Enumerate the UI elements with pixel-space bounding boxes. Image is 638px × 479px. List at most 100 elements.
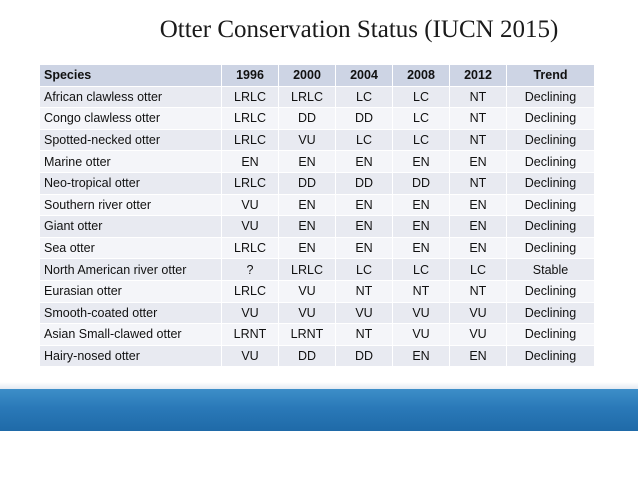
cell-species: Giant otter [40, 216, 222, 238]
cell-species: Neo-tropical otter [40, 172, 222, 195]
column-header-2012: 2012 [450, 65, 507, 87]
cell-2012: EN [450, 194, 507, 217]
cell-species: Marine otter [40, 151, 222, 173]
cell-2000: VU [279, 280, 336, 303]
cell-trend: Declining [507, 302, 595, 325]
cell-2008: NT [393, 280, 450, 303]
cell-2012: EN [450, 216, 507, 238]
cell-2000: VU [279, 302, 336, 325]
cell-species: Spotted-necked otter [40, 129, 222, 152]
cell-2004: EN [336, 151, 393, 173]
cell-trend: Declining [507, 151, 595, 173]
cell-2004: DD [336, 108, 393, 130]
cell-2000: DD [279, 345, 336, 368]
table-row: Sea otter LRLC EN EN EN EN Declining [40, 237, 595, 260]
cell-2000: LRLC [279, 259, 336, 281]
cell-species: Congo clawless otter [40, 108, 222, 130]
cell-2000: LRNT [279, 324, 336, 346]
cell-2004: EN [336, 237, 393, 260]
cell-trend: Declining [507, 108, 595, 130]
cell-2008: EN [393, 237, 450, 260]
table-row: North American river otter? LRLC LC LC LC Sta… [40, 259, 595, 281]
cell-trend: Declining [507, 216, 595, 238]
table-row: Asian Small-clawed otter LRNT LRNT NT VU VU De… [40, 324, 595, 346]
cell-2012: NT [450, 129, 507, 152]
cell-1996: VU [222, 302, 279, 325]
cell-trend: Declining [507, 172, 595, 195]
cell-species: Sea otter [40, 237, 222, 260]
cell-2004: LC [336, 259, 393, 281]
cell-trend: Declining [507, 324, 595, 346]
cell-2008: LC [393, 86, 450, 109]
cell-species: Hairy-nosed otter [40, 345, 222, 368]
cell-2004: DD [336, 172, 393, 195]
cell-1996: VU [222, 345, 279, 368]
page-title: Otter Conservation Status (IUCN 2015) [159, 16, 559, 43]
cell-species: Smooth-coated otter [40, 302, 222, 325]
cell-2004: DD [336, 345, 393, 368]
table-row: Spotted-necked otter LRLC VU LC LC NT Declinin… [40, 129, 595, 152]
column-header-2000: 2000 [279, 65, 336, 87]
cell-1996: LRLC [222, 237, 279, 260]
column-header-species: Species [40, 65, 222, 87]
cell-species: North American river otter [40, 259, 222, 281]
cell-2004: NT [336, 324, 393, 346]
cell-species: Asian Small-clawed otter [40, 324, 222, 346]
table-row: African clawless otter LRLC LRLC LC LC NT Decl… [40, 86, 595, 109]
column-header-trend: Trend [507, 65, 595, 87]
cell-1996: LRLC [222, 280, 279, 303]
cell-trend: Declining [507, 86, 595, 109]
table-row: Marine otter EN EN EN EN EN Declining [40, 151, 595, 173]
cell-2008: EN [393, 216, 450, 238]
cell-2004: NT [336, 280, 393, 303]
cell-2000: EN [279, 216, 336, 238]
cell-trend: Declining [507, 345, 595, 368]
table-row: Southern river otter VU EN EN EN EN Declining [40, 194, 595, 217]
cell-1996: LRLC [222, 129, 279, 152]
cell-2004: LC [336, 86, 393, 109]
cell-2008: LC [393, 129, 450, 152]
cell-species: Eurasian otter [40, 280, 222, 303]
cell-2012: NT [450, 172, 507, 195]
cell-2000: EN [279, 194, 336, 217]
cell-1996: LRLC [222, 108, 279, 130]
cell-trend: Declining [507, 194, 595, 217]
cell-2008: VU [393, 324, 450, 346]
cell-2000: DD [279, 172, 336, 195]
cell-2004: EN [336, 216, 393, 238]
table-row: Smooth-coated otter VU VU VU VU VU Declining [40, 302, 595, 325]
column-header-2004: 2004 [336, 65, 393, 87]
cell-2008: DD [393, 172, 450, 195]
cell-1996: LRNT [222, 324, 279, 346]
column-header-2008: 2008 [393, 65, 450, 87]
cell-2008: EN [393, 194, 450, 217]
cell-2012: EN [450, 151, 507, 173]
cell-2012: LC [450, 259, 507, 281]
cell-2008: VU [393, 302, 450, 325]
cell-2004: EN [336, 194, 393, 217]
cell-1996: EN [222, 151, 279, 173]
cell-2008: LC [393, 108, 450, 130]
table-body: African clawless otter LRLC LRLC LC LC NT Decl… [40, 86, 595, 368]
cell-1996: LRLC [222, 86, 279, 109]
cell-1996: VU [222, 194, 279, 217]
cell-trend: Declining [507, 280, 595, 303]
cell-2012: NT [450, 280, 507, 303]
table-row: Neo-tropical otter LRLC DD DD DD NT Declining [40, 172, 595, 195]
cell-species: Southern river otter [40, 194, 222, 217]
cell-2004: VU [336, 302, 393, 325]
cell-2008: LC [393, 259, 450, 281]
cell-2012: NT [450, 108, 507, 130]
cell-2012: VU [450, 324, 507, 346]
cell-2004: LC [336, 129, 393, 152]
cell-2000: LRLC [279, 86, 336, 109]
cell-1996: LRLC [222, 172, 279, 195]
cell-species: African clawless otter [40, 86, 222, 109]
conservation-status-table: Species 1996 2000 2004 2008 2012 Trend A… [40, 65, 595, 368]
cell-2012: NT [450, 86, 507, 109]
table-row: Hairy-nosed otter VU DD DD EN EN Declining [40, 345, 595, 368]
cell-2008: EN [393, 151, 450, 173]
table-row: Congo clawless otter LRLC DD DD LC NT Declinin… [40, 108, 595, 130]
cell-2000: DD [279, 108, 336, 130]
cell-trend: Stable [507, 259, 595, 281]
